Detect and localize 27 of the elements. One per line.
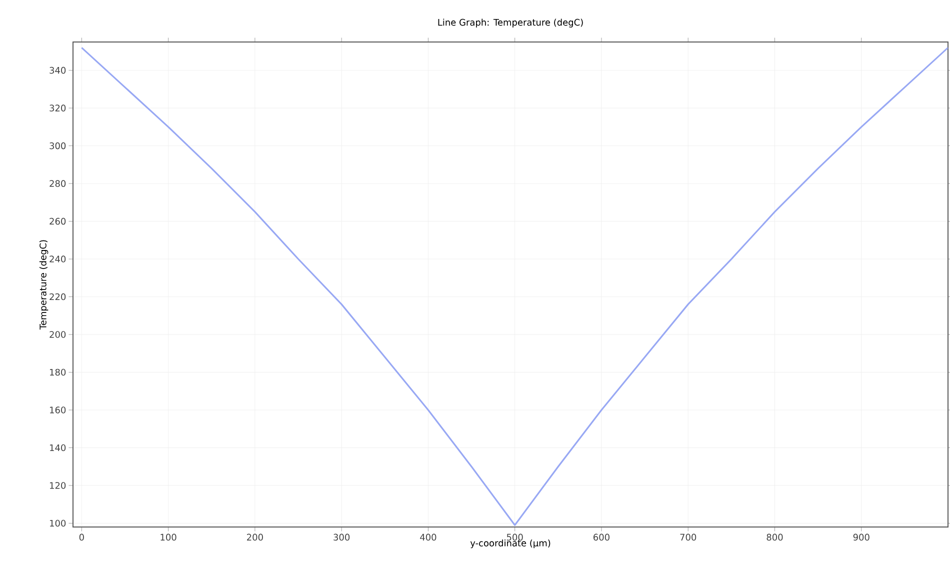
y-tick-label: 140 (50, 444, 66, 452)
x-axis-title: y-coordinate (µm) (470, 539, 550, 548)
y-tick-label: 180 (50, 368, 66, 376)
y-tick-label: 340 (50, 66, 66, 74)
x-tick-label: 400 (420, 534, 436, 541)
y-tick-label: 300 (50, 142, 66, 150)
line-series (80, 46, 948, 526)
x-tick-label: 200 (247, 534, 263, 541)
x-tick-label: 800 (766, 534, 783, 541)
x-tick-label: 600 (594, 534, 610, 541)
x-tick-label: 700 (680, 534, 696, 541)
y-axis-title: Temperature (degC) (39, 240, 48, 330)
y-tick-label: 260 (50, 218, 66, 225)
y-tick-label: 220 (50, 293, 66, 300)
x-tick-label: 0 (79, 534, 84, 541)
chart-title: Line Graph: Temperature (degC) (438, 18, 583, 28)
y-tick-label: 160 (50, 406, 66, 414)
x-tick-label: 500 (506, 534, 523, 541)
x-tick-label: 300 (334, 534, 350, 541)
y-tick-label: 320 (50, 104, 66, 112)
y-tick-label: 120 (50, 482, 66, 489)
y-tick-label: 100 (50, 520, 66, 527)
y-tick-label: 200 (50, 331, 66, 338)
y-tick-label: 280 (50, 180, 66, 187)
x-tick-label: 100 (160, 534, 176, 541)
y-tick-label: 240 (50, 256, 66, 262)
x-tick-label: 900 (853, 534, 870, 541)
